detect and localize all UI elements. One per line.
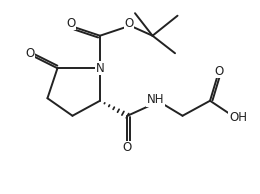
Text: OH: OH — [229, 111, 247, 124]
Text: O: O — [214, 65, 223, 78]
Text: O: O — [25, 47, 35, 60]
Text: O: O — [125, 17, 134, 30]
Text: O: O — [123, 141, 132, 154]
Text: N: N — [96, 62, 104, 75]
Text: NH: NH — [147, 93, 164, 106]
Text: O: O — [66, 17, 75, 30]
